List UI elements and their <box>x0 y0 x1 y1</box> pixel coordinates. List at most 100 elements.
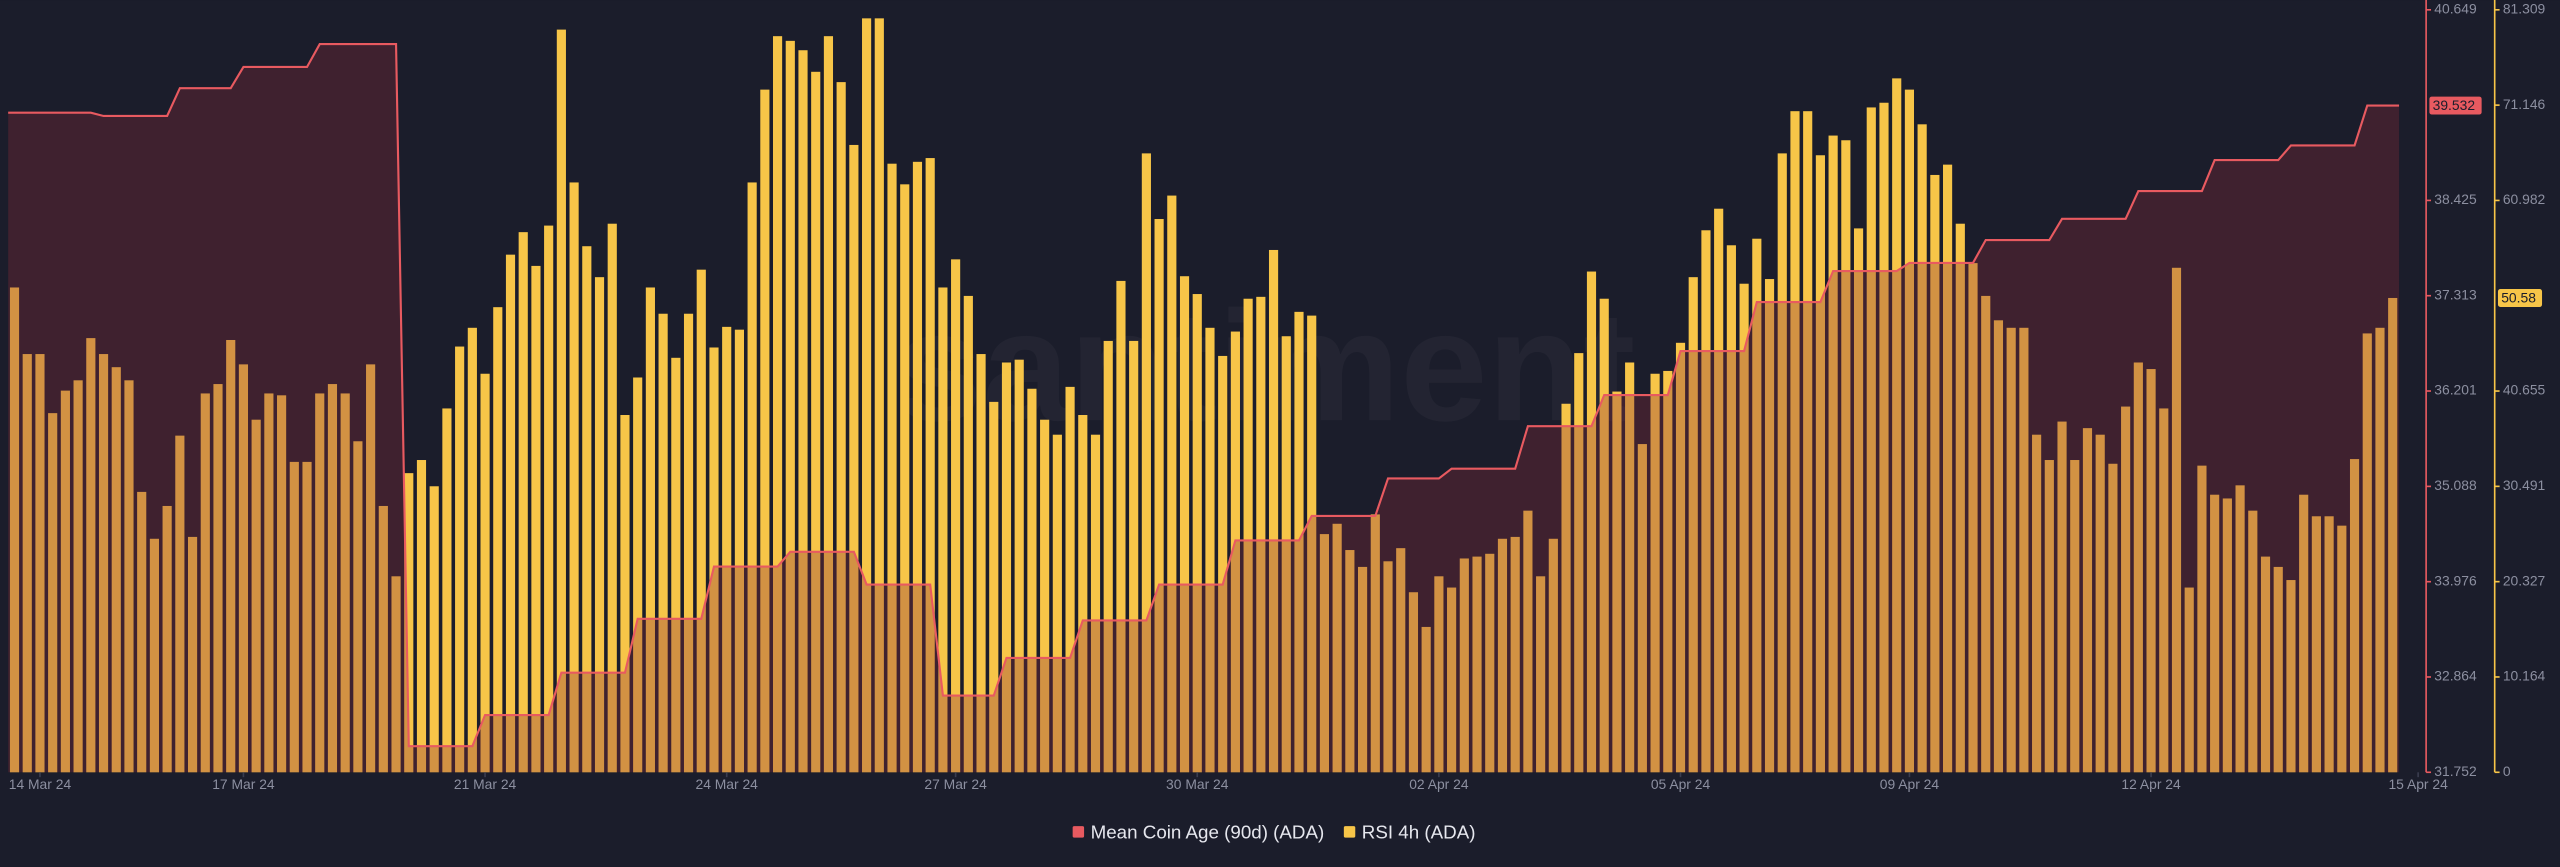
bar <box>849 144 859 773</box>
bar <box>213 384 223 773</box>
y2-tick-label: 71.146 <box>2503 96 2546 112</box>
bar <box>836 82 846 773</box>
bar <box>467 327 477 773</box>
bar <box>1383 561 1393 773</box>
bar <box>1904 89 1915 773</box>
bar <box>1637 444 1647 773</box>
bar <box>1523 510 1533 773</box>
bar <box>175 435 185 773</box>
x-tick-label: 02 Apr 24 <box>1409 776 1469 792</box>
bar <box>2108 463 2118 773</box>
bar <box>556 29 566 773</box>
bar <box>226 339 236 773</box>
y-tick-label: 36.201 <box>2434 382 2477 398</box>
bar <box>251 419 261 773</box>
value-badge-label: 50.58 <box>2501 289 2536 305</box>
bar <box>1421 626 1431 773</box>
bar <box>544 225 554 773</box>
bar <box>1141 153 1151 773</box>
bar <box>2159 408 2169 773</box>
bar <box>1968 263 1978 773</box>
x-tick-label: 09 Apr 24 <box>1880 776 1940 792</box>
bar <box>963 295 973 773</box>
bar <box>1497 538 1508 773</box>
bar <box>951 259 961 773</box>
bar <box>1993 320 2004 773</box>
bar <box>607 223 617 773</box>
bar <box>1447 587 1457 773</box>
bar <box>1243 298 1253 773</box>
bar <box>1281 336 1291 773</box>
bar <box>2044 460 2054 773</box>
y2-tick-label: 40.655 <box>2503 382 2546 398</box>
bar <box>73 380 83 773</box>
bar <box>1408 592 1419 773</box>
bar <box>633 377 643 773</box>
bar <box>455 346 465 773</box>
bar <box>1599 298 1609 773</box>
bar <box>2146 369 2156 773</box>
bar <box>2210 494 2220 773</box>
bar <box>1167 195 1177 773</box>
bar <box>1726 245 1736 773</box>
y2-tick-label: 60.982 <box>2503 191 2546 207</box>
bar <box>1612 391 1622 773</box>
bar <box>594 277 605 773</box>
x-tick-label: 15 Apr 24 <box>2388 776 2448 792</box>
value-badge <box>2497 288 2543 307</box>
bar <box>938 287 948 773</box>
bar <box>1841 140 1851 773</box>
bar <box>823 36 834 773</box>
bar <box>2197 465 2207 773</box>
bar <box>1815 155 1825 773</box>
bar <box>277 395 287 773</box>
bar <box>874 18 884 773</box>
bar <box>289 461 299 773</box>
x-tick-label: 05 Apr 24 <box>1651 776 1711 792</box>
bar <box>722 326 732 773</box>
bar <box>1930 174 1940 773</box>
bar <box>493 307 503 773</box>
bar <box>1040 419 1050 773</box>
bar <box>1485 553 1495 773</box>
bar <box>747 182 757 773</box>
bar <box>2133 362 2143 773</box>
bar <box>1256 296 1266 773</box>
bar <box>2019 327 2029 773</box>
legend-label: Mean Coin Age (90d) (ADA) <box>1091 821 1325 842</box>
bar <box>1001 362 1012 773</box>
y-tick-label: 40.649 <box>2434 0 2477 16</box>
bar <box>391 576 401 773</box>
bar <box>2184 587 2194 773</box>
bar <box>1218 355 1228 773</box>
bar <box>1370 514 1380 773</box>
area <box>8 44 2400 773</box>
bar <box>137 491 147 773</box>
bar <box>302 461 312 773</box>
bar <box>60 390 70 773</box>
bar <box>2299 494 2309 773</box>
bar <box>327 384 338 773</box>
bar <box>1307 315 1317 773</box>
bar <box>1027 388 1037 773</box>
bar <box>900 184 910 773</box>
bar <box>2032 434 2042 773</box>
bar <box>1129 340 1139 773</box>
bar <box>1536 576 1546 773</box>
y-tick-label: 35.088 <box>2434 477 2477 493</box>
bar <box>2375 327 2385 773</box>
bar <box>1892 78 1902 773</box>
bar <box>1052 434 1062 773</box>
bar <box>1828 135 1838 773</box>
bar <box>9 287 20 773</box>
bar <box>671 357 681 773</box>
bar <box>35 354 45 773</box>
bar <box>111 367 121 773</box>
y2-tick-label: 0 <box>2503 763 2511 779</box>
bar <box>976 354 986 773</box>
legend-label: RSI 4h (ADA) <box>1362 821 1476 842</box>
bar <box>187 536 198 773</box>
bar <box>2082 428 2093 773</box>
